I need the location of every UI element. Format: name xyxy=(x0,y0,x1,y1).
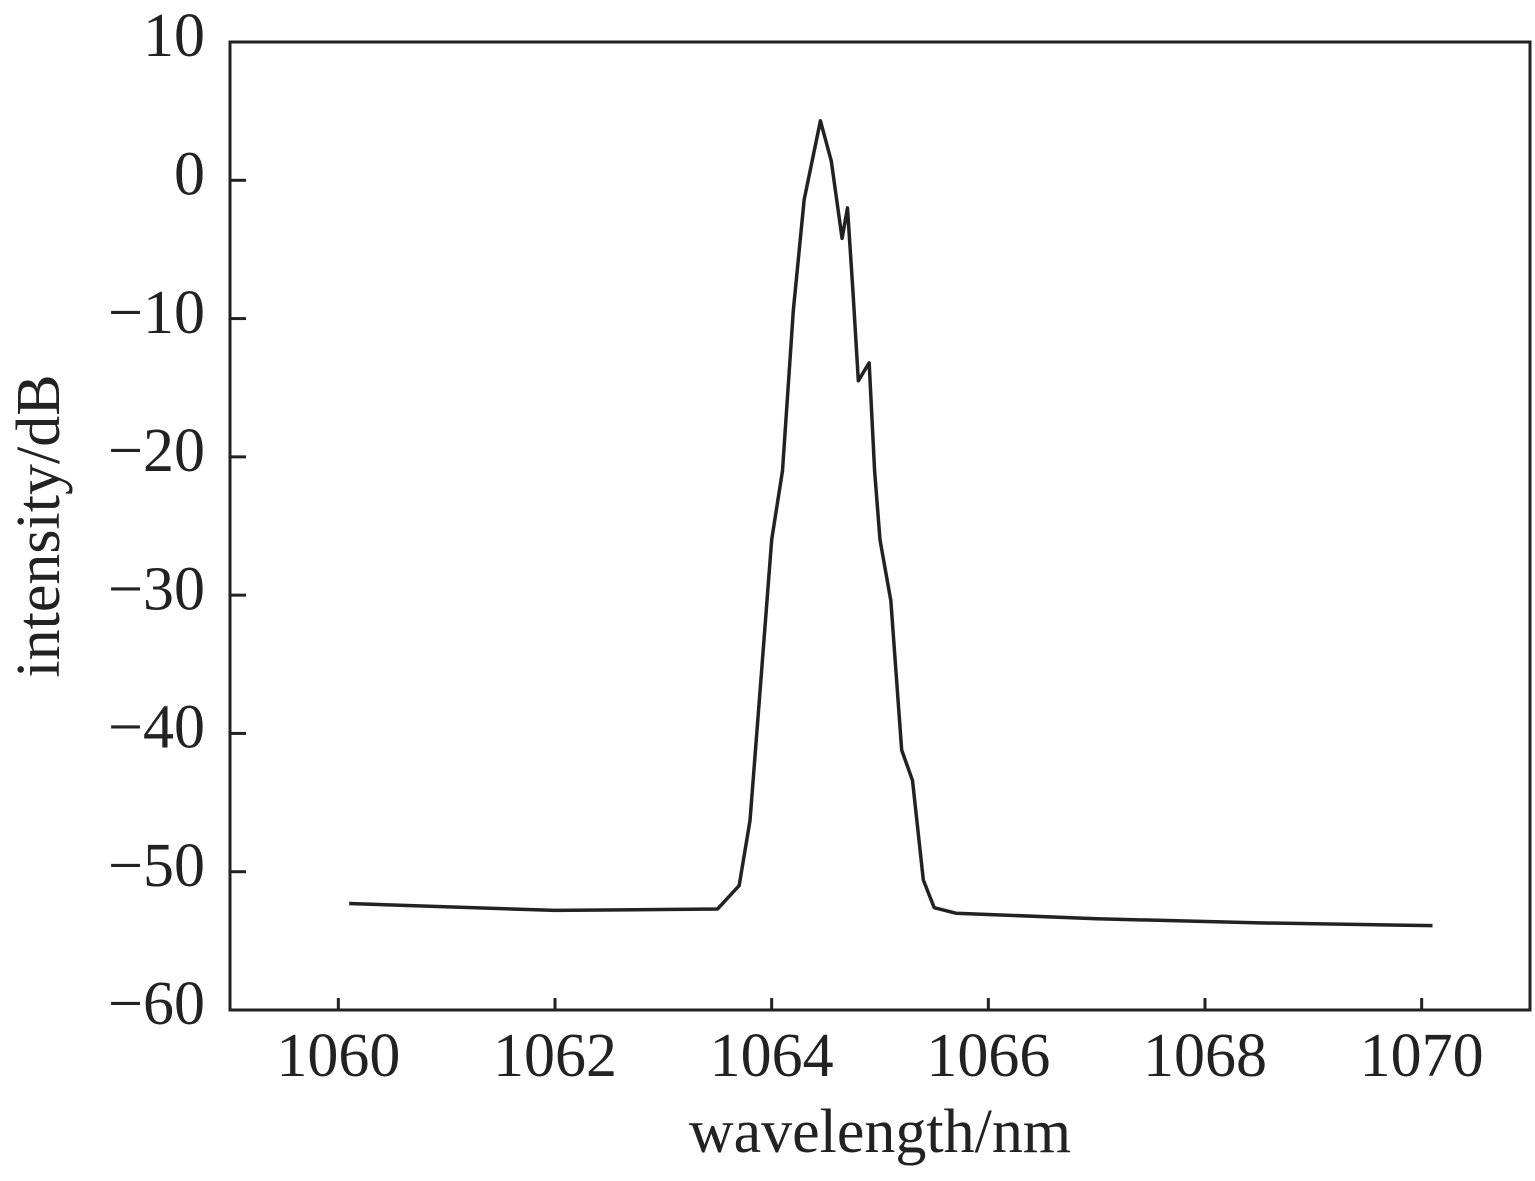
x-tick-label: 1060 xyxy=(276,1022,400,1090)
y-axis-label: intensity/dB xyxy=(5,374,73,677)
x-tick-label: 1062 xyxy=(493,1022,617,1090)
y-tick-label: −60 xyxy=(108,970,205,1038)
y-tick-label: −20 xyxy=(108,417,205,485)
x-tick-label: 1064 xyxy=(710,1022,834,1090)
x-tick-label: 1068 xyxy=(1143,1022,1267,1090)
x-tick-label: 1066 xyxy=(926,1022,1050,1090)
plot-frame xyxy=(228,40,1532,1012)
y-tick-label: −50 xyxy=(108,832,205,900)
y-tick-label: −10 xyxy=(108,279,205,347)
y-tick-label: 0 xyxy=(174,141,205,209)
x-axis-label: wavelength/nm xyxy=(689,1098,1071,1166)
y-tick-label: −30 xyxy=(108,555,205,623)
y-tick-label: 10 xyxy=(143,2,205,70)
y-tick-label: −40 xyxy=(108,694,205,762)
line xyxy=(349,119,1433,928)
x-tick-label: 1070 xyxy=(1360,1022,1484,1090)
